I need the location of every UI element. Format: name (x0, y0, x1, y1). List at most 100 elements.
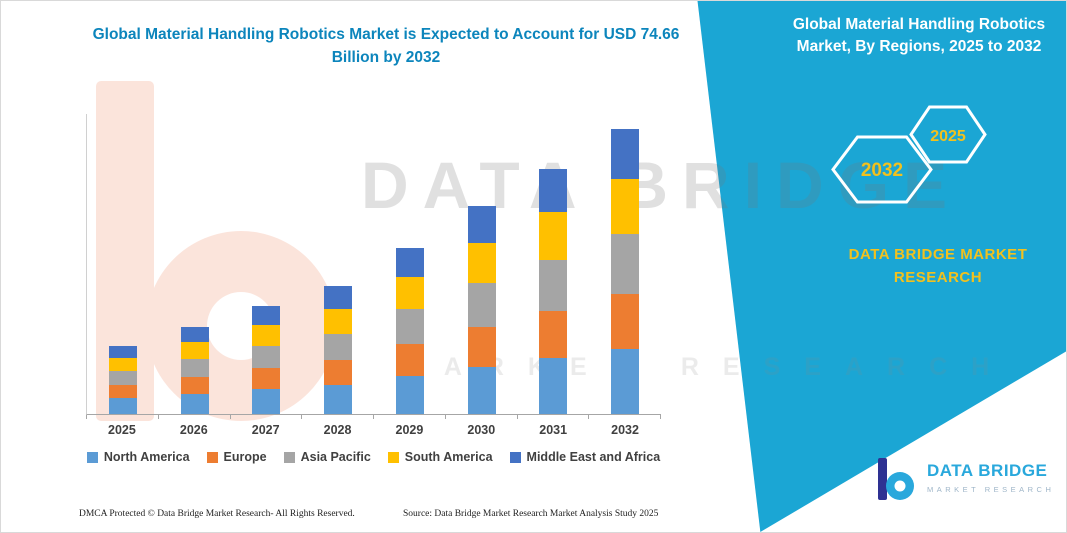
bar-segment-north-america (467, 366, 496, 414)
stacked-bar-chart: 2025 2026 2027 2028 2029 2030 2031 2032 North A… (86, 114, 661, 464)
bar-column-2027 (231, 114, 303, 414)
bar-segment-north-america (539, 358, 568, 414)
bar-segment-europe (252, 368, 281, 390)
bar-segment-south-america (324, 308, 353, 334)
bar-segment-europe (611, 294, 640, 350)
hexagon-2032-shape (831, 135, 933, 204)
bar-segment-asia-pacific (611, 234, 640, 295)
bar-stack-2029 (395, 247, 424, 414)
source-note: Source: Data Bridge Market Research Mark… (403, 509, 659, 519)
bar-stack-2026 (180, 326, 209, 414)
logo-subtext: MARKET RESEARCH (927, 485, 1055, 494)
legend-item-asia-pacific: Asia Pacific (283, 450, 371, 464)
bar-segment-north-america (180, 394, 209, 414)
axis-tick (374, 415, 446, 419)
legend-item-north-america: North America (86, 450, 190, 464)
year-hexagons: 2032 2025 (831, 105, 987, 204)
bar-segment-north-america (108, 398, 137, 414)
x-axis-label-2029: 2029 (395, 423, 424, 437)
x-axis-label-2030: 2030 (467, 423, 496, 437)
bar-segment-middle-east-and-africa (467, 206, 496, 244)
axis-tick (87, 415, 159, 419)
bar-column-2025 (87, 114, 159, 414)
bar-column-2032 (589, 114, 661, 414)
x-axis-label-2026: 2026 (179, 423, 208, 437)
x-axis-label-2031: 2031 (539, 423, 568, 437)
axis-tick (231, 415, 303, 419)
chart-legend: North America Europe Asia Pacific South Ame… (86, 450, 661, 464)
brand-line2: RESEARCH (893, 268, 983, 286)
dmca-notice: DMCA Protected © Data Bridge Market Rese… (79, 509, 355, 519)
axis-tick (589, 415, 661, 419)
axis-tick (302, 415, 374, 419)
bar-column-2028 (302, 114, 374, 414)
x-axis-labels: 2025 2026 2027 2028 2029 2030 2031 2032 (86, 423, 661, 437)
bar-segment-south-america (180, 342, 209, 360)
logo-name: DATA BRIDGE (927, 461, 1048, 480)
bar-segment-north-america (252, 389, 281, 414)
bar-stack-2032 (611, 129, 640, 414)
hexagon-2025-label: 2025 (930, 128, 966, 145)
legend-label: North America (103, 450, 190, 464)
bar-segment-europe (467, 326, 496, 367)
bar-segment-middle-east-and-africa (395, 247, 424, 278)
legend-label: Middle East and Africa (526, 450, 661, 464)
bar-stack-2025 (108, 346, 137, 414)
bar-segment-europe (395, 344, 424, 377)
legend-swatch (509, 451, 521, 463)
bar-segment-asia-pacific (252, 345, 281, 369)
bar-column-2026 (159, 114, 231, 414)
x-axis-label-2027: 2027 (251, 423, 280, 437)
bar-segment-asia-pacific (108, 371, 137, 386)
watermark-data-bridge: DATA BRIDGE (361, 148, 962, 222)
bar-stack-2027 (252, 305, 281, 414)
x-axis-label-2032: 2032 (611, 423, 639, 437)
bar-segment-north-america (395, 376, 424, 414)
bar-segment-north-america (324, 385, 353, 414)
legend-swatch (206, 451, 218, 463)
axis-tick (446, 415, 518, 419)
bar-segment-middle-east-and-africa (539, 169, 568, 213)
bar-segment-south-america (252, 324, 281, 346)
axis-tick (518, 415, 590, 419)
bar-segment-middle-east-and-africa (108, 346, 137, 359)
bar-segment-europe (539, 311, 568, 359)
hexagon-2032-label: 2032 (861, 160, 903, 181)
bar-segment-asia-pacific (395, 309, 424, 345)
x-axis-label-2025: 2025 (108, 423, 136, 437)
bar-segment-north-america (611, 349, 640, 414)
legend-label: Europe (223, 450, 267, 464)
bar-segment-south-america (467, 243, 496, 284)
bar-segment-middle-east-and-africa (611, 129, 640, 180)
watermark-market-research: MARKET RESEARCH (399, 353, 1014, 381)
data-bridge-logo: DATA BRIDGE MARKET RESEARCH (873, 456, 1054, 504)
bar-segment-middle-east-and-africa (324, 286, 353, 309)
bar-segment-south-america (539, 212, 568, 260)
logo-texts: DATA BRIDGE MARKET RESEARCH (927, 456, 1054, 494)
brand-text: DATA BRIDGE MARKET RESEARCH (813, 244, 1063, 289)
bar-segment-europe (108, 385, 137, 399)
bar-segment-south-america (108, 358, 137, 372)
bar-segment-asia-pacific (324, 333, 353, 361)
plot-area (86, 114, 661, 415)
x-axis-ticks (86, 415, 661, 419)
legend-item-south-america: South America (387, 450, 493, 464)
bar-segment-middle-east-and-africa (180, 326, 209, 343)
bar-segment-asia-pacific (467, 283, 496, 327)
data-bridge-logo-icon (878, 458, 914, 500)
bar-segment-asia-pacific (180, 359, 209, 378)
bar-stack-2028 (324, 286, 353, 414)
chart-headline: Global Material Handling Robotics Market… (92, 26, 680, 67)
bar-column-2030 (446, 114, 518, 414)
brand-line1: DATA BRIDGE MARKET (848, 246, 1028, 263)
legend-label: South America (404, 450, 493, 464)
x-axis-label-2028: 2028 (323, 423, 352, 437)
hexagon-2025-shape (909, 105, 987, 164)
bar-segment-europe (324, 360, 353, 385)
bar-column-2031 (518, 114, 590, 414)
legend-label: Asia Pacific (300, 450, 371, 464)
legend-item-europe: Europe (206, 450, 267, 464)
bar-column-2029 (374, 114, 446, 414)
bar-stack-2030 (467, 206, 496, 414)
